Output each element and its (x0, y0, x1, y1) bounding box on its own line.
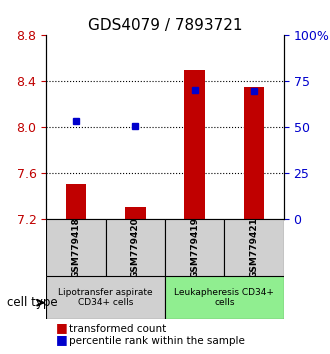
Bar (184, 70, 205, 219)
FancyBboxPatch shape (224, 219, 284, 276)
Bar (244, 87, 265, 219)
Text: percentile rank within the sample: percentile rank within the sample (69, 336, 245, 347)
Text: GSM779419: GSM779419 (190, 217, 199, 278)
Text: ■: ■ (56, 333, 68, 346)
FancyBboxPatch shape (165, 219, 224, 276)
Bar (66, 184, 86, 219)
Text: transformed count: transformed count (69, 324, 167, 334)
Text: GSM779420: GSM779420 (131, 217, 140, 278)
Text: GSM779418: GSM779418 (71, 217, 81, 278)
Title: GDS4079 / 7893721: GDS4079 / 7893721 (88, 18, 242, 33)
Bar (125, 207, 146, 219)
Text: Lipotransfer aspirate
CD34+ cells: Lipotransfer aspirate CD34+ cells (58, 288, 153, 307)
FancyBboxPatch shape (46, 276, 165, 319)
Text: cell type: cell type (7, 296, 57, 309)
FancyBboxPatch shape (106, 219, 165, 276)
Text: ■: ■ (56, 321, 68, 334)
Text: GSM779421: GSM779421 (249, 217, 259, 278)
Text: Leukapheresis CD34+
cells: Leukapheresis CD34+ cells (175, 288, 274, 307)
FancyBboxPatch shape (46, 219, 106, 276)
FancyBboxPatch shape (165, 276, 284, 319)
